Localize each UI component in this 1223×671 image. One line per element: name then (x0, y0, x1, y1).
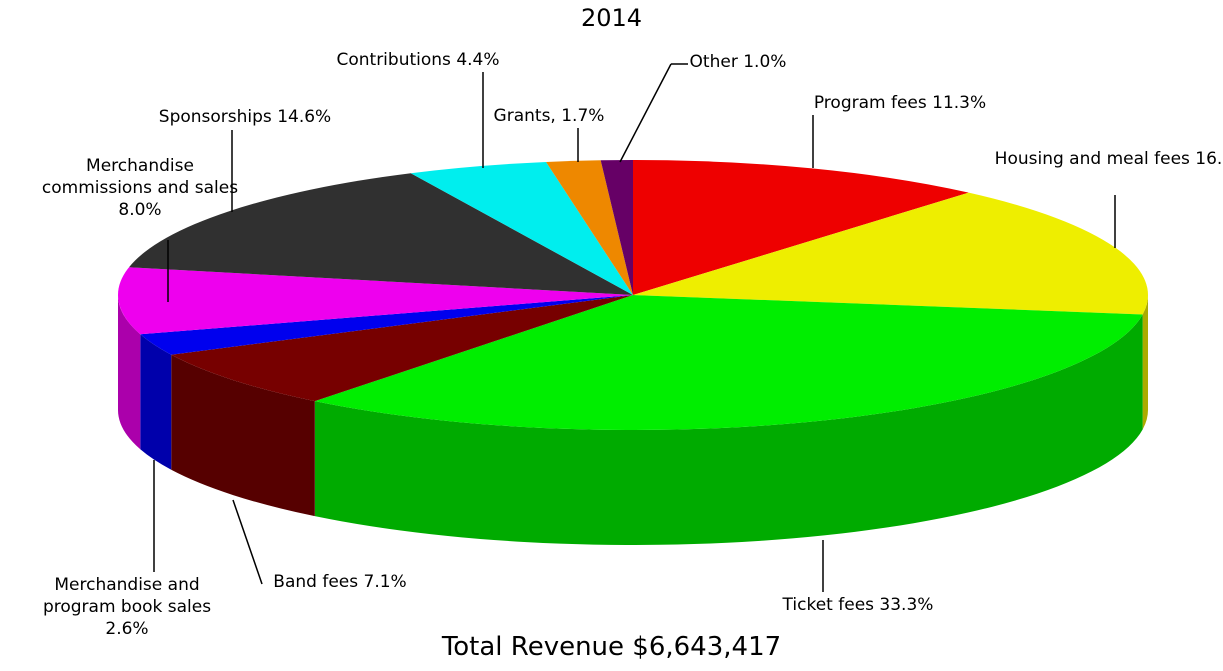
slice-label: Sponsorships 14.6% (115, 106, 375, 128)
value-label: 8.0% (118, 200, 162, 220)
slice-label: Program fees 11.3% (750, 92, 1050, 114)
pie-slice (633, 192, 1148, 315)
pie-slice (118, 267, 633, 335)
slice-label: Band fees 7.1% (240, 571, 440, 593)
pie-side (314, 314, 1143, 545)
slice-label: Merchandise and program book sales 2.6% (22, 574, 232, 640)
value-label: 11.3% (932, 93, 987, 113)
pie-side (171, 354, 315, 517)
category-label: Sponsorships (158, 107, 272, 127)
chart-title: 2014 (580, 4, 643, 32)
value-label: 2.6% (105, 619, 149, 639)
pie-side (118, 295, 141, 450)
slice-label: Contributions 4.4% (288, 49, 548, 71)
value-label: 1.0% (743, 52, 787, 72)
category-label: Merchandise and program book sales (42, 575, 212, 617)
value-label: 1.7% (561, 106, 605, 126)
category-label: Housing and meal fees (994, 149, 1190, 169)
pie-slice (546, 160, 633, 295)
category-label: Grants, (493, 106, 556, 126)
value-label: 33.3% (879, 595, 934, 615)
slice-label: Other 1.0% (658, 51, 818, 73)
slice-label: Grants, 1.7% (469, 105, 629, 127)
pie-slice (600, 160, 633, 295)
category-label: Band fees (273, 572, 359, 592)
category-label: Ticket fees (782, 595, 875, 615)
value-label: 16.0% (1195, 149, 1223, 169)
value-label: 7.1% (363, 572, 407, 592)
slice-label: Merchandise commissions and sales 8.0% (35, 155, 245, 221)
slice-label: Ticket fees 33.3% (708, 594, 1008, 616)
category-label: Merchandise commissions and sales (41, 156, 239, 198)
category-label: Program fees (813, 93, 927, 113)
chart-subtitle: Total Revenue $6,643,417 (441, 632, 782, 662)
pie-slice (140, 295, 634, 355)
leader-lines (153, 63, 1116, 592)
pie-side (140, 334, 172, 470)
value-label: 14.6% (277, 107, 332, 127)
pie-slice (633, 160, 969, 295)
pie-slice (410, 161, 633, 295)
pie-slice (171, 295, 634, 402)
pie-slice (129, 173, 634, 295)
category-label: Contributions (336, 50, 451, 70)
category-label: Other (689, 52, 738, 72)
value-label: 4.4% (456, 50, 500, 70)
pie-side (1142, 295, 1148, 430)
pie-slice (314, 295, 1143, 430)
slice-label: Housing and meal fees 16.0% (992, 148, 1223, 170)
